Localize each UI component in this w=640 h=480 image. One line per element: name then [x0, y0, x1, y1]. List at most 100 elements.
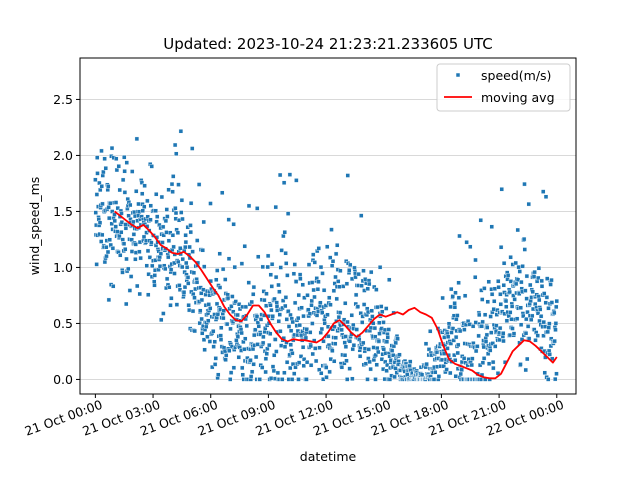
scatter-point [229, 304, 234, 309]
scatter-point [431, 377, 437, 382]
scatter-point [289, 377, 295, 382]
scatter-point [109, 221, 114, 227]
scatter-point [268, 303, 273, 308]
scatter-point [548, 282, 553, 287]
scatter-point [288, 342, 293, 347]
scatter-point [112, 218, 118, 224]
scatter-point [328, 302, 333, 307]
scatter-point [283, 303, 288, 309]
scatter-point [169, 181, 175, 187]
scatter-point [531, 274, 537, 279]
scatter-point [170, 189, 175, 194]
scatter-point [384, 339, 390, 344]
scatter-point [486, 279, 491, 284]
scatter-point [350, 376, 355, 381]
scatter-point [164, 207, 170, 212]
scatter-point [347, 366, 352, 371]
scatter-point [513, 281, 519, 287]
scatter-point [147, 255, 153, 260]
scatter-point [304, 327, 309, 332]
scatter-point [496, 279, 501, 284]
scatter-point [536, 266, 542, 271]
scatter-point [529, 317, 534, 322]
plot-frame [79, 57, 577, 395]
scatter-point [300, 345, 306, 350]
scatter-point [263, 356, 269, 361]
scatter-point [168, 267, 174, 272]
scatter-point [270, 314, 275, 319]
scatter-point [459, 359, 465, 365]
scatter-point [97, 180, 102, 186]
scatter-point [523, 288, 528, 293]
scatter-point [302, 295, 307, 300]
scatter-point [369, 308, 374, 313]
scatter-point [424, 361, 429, 367]
scatter-point [301, 357, 307, 362]
scatter-point [93, 177, 98, 182]
scatter-point [535, 333, 540, 338]
scatter-point [287, 172, 293, 177]
scatter-point [515, 277, 521, 282]
scatter-point [552, 310, 557, 316]
scatter-point [186, 303, 191, 308]
scatter-point [261, 289, 266, 294]
scatter-point [215, 312, 221, 317]
scatter-point [456, 295, 462, 300]
scatter-point [385, 335, 390, 340]
scatter-point [423, 341, 429, 346]
scatter-point [291, 271, 297, 276]
scatter-point [112, 212, 117, 217]
scatter-point [464, 240, 469, 245]
scatter-point [320, 310, 325, 315]
scatter-point [374, 362, 379, 367]
scatter-point [440, 295, 445, 301]
scatter-point [511, 331, 517, 336]
scatter-point [428, 329, 433, 334]
scatter-point [433, 370, 438, 375]
scatter-point [152, 273, 158, 278]
scatter-point [342, 340, 347, 345]
scatter-point [239, 261, 245, 266]
scatter-point [509, 317, 514, 322]
scatter-point [224, 321, 230, 327]
scatter-point [236, 355, 242, 360]
scatter-point [341, 317, 347, 322]
scatter-point [327, 295, 332, 300]
scatter-point [300, 282, 305, 287]
scatter-point [118, 229, 124, 235]
scatter-point [133, 257, 138, 262]
scatter-point [488, 348, 493, 353]
scatter-point [167, 230, 173, 235]
scatter-point [190, 308, 196, 314]
scatter-point [206, 318, 211, 323]
scatter-point [173, 210, 179, 216]
scatter-point [380, 309, 385, 314]
scatter-point [462, 327, 467, 332]
scatter-point [486, 361, 492, 366]
scatter-point [192, 328, 198, 334]
scatter-point [106, 215, 112, 221]
scatter-point [181, 290, 187, 295]
scatter-point [499, 187, 504, 192]
scatter-point [520, 264, 525, 269]
scatter-point [543, 300, 548, 305]
scatter-point [470, 324, 476, 329]
scatter-point [167, 285, 172, 290]
scatter-point [515, 227, 520, 233]
scatter-point [518, 362, 523, 367]
scatter-point [373, 377, 378, 382]
scatter-point [386, 327, 391, 332]
scatter-point [545, 276, 550, 281]
scatter-point [120, 270, 125, 275]
scatter-point [157, 264, 163, 269]
scatter-point [448, 370, 453, 376]
scatter-point [228, 370, 234, 375]
scatter-point [122, 155, 127, 160]
scatter-point [365, 377, 370, 382]
scatter-point [288, 365, 293, 371]
scatter-point [171, 174, 176, 179]
scatter-point [113, 200, 119, 205]
scatter-point [538, 307, 543, 312]
scatter-point [523, 331, 529, 336]
scatter-point [250, 346, 256, 352]
